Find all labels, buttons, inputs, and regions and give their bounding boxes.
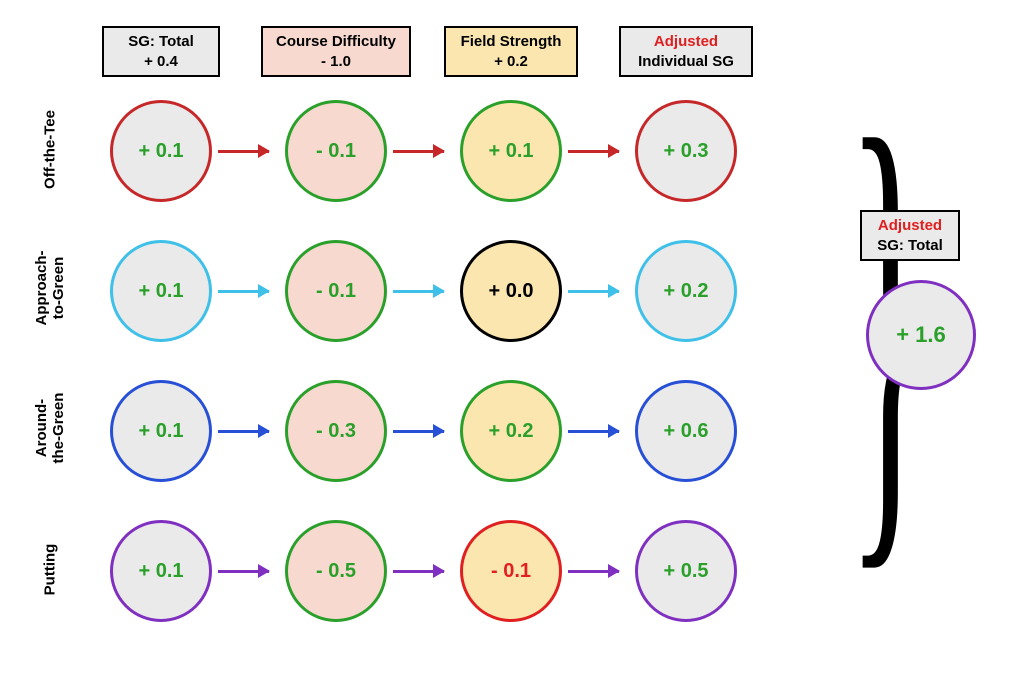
cell-value: + 0.3 [663,140,708,163]
cell-approach-adjusted: + 0.2 [635,240,737,342]
cell-off_tee-field: + 0.1 [460,100,562,202]
cell-value: - 0.1 [491,560,531,583]
cell-value: + 0.1 [488,140,533,163]
header-line2: + 0.4 [114,52,208,72]
cell-value: + 0.2 [488,420,533,443]
cell-approach-sg_total: + 0.1 [110,240,212,342]
cell-off_tee-course: - 0.1 [285,100,387,202]
arrow-putting-0 [218,570,269,573]
header-line1: Field Strength [456,32,566,52]
arrow-approach-1 [393,290,444,293]
header-line2: - 1.0 [273,52,399,72]
total-value: + 1.6 [896,322,946,348]
cell-value: + 0.2 [663,280,708,303]
total-header: AdjustedSG: Total [860,210,960,261]
cell-value: + 0.5 [663,560,708,583]
total-circle: + 1.6 [866,280,976,390]
arrow-putting-1 [393,570,444,573]
cell-value: - 0.3 [316,420,356,443]
header-line2: + 0.2 [456,52,566,72]
cell-putting-sg_total: + 0.1 [110,520,212,622]
sg-adjustment-diagram: SG: Total+ 0.4Course Difficulty- 1.0Fiel… [20,20,1004,658]
cell-value: + 0.6 [663,420,708,443]
arrow-putting-2 [568,570,619,573]
header-line2: Individual SG [631,52,741,72]
header-field: Field Strength+ 0.2 [444,26,578,77]
row-label-putting: Putting [42,520,59,620]
header-sg_total: SG: Total+ 0.4 [102,26,220,77]
cell-around-sg_total: + 0.1 [110,380,212,482]
arrow-around-1 [393,430,444,433]
cell-value: - 0.1 [316,140,356,163]
header-line1: Course Difficulty [273,32,399,52]
cell-around-field: + 0.2 [460,380,562,482]
cell-putting-adjusted: + 0.5 [635,520,737,622]
row-label-approach: Approach-to-Green [33,238,67,338]
header-line1: SG: Total [114,32,208,52]
cell-value: - 0.5 [316,560,356,583]
cell-around-adjusted: + 0.6 [635,380,737,482]
cell-value: + 0.0 [488,280,533,303]
cell-around-course: - 0.3 [285,380,387,482]
cell-off_tee-adjusted: + 0.3 [635,100,737,202]
row-label-around: Around-the-Green [33,378,67,478]
row-label-off_tee: Off-the-Tee [42,100,59,200]
arrow-around-2 [568,430,619,433]
arrow-off_tee-2 [568,150,619,153]
total-header-line2: SG: Total [872,236,948,256]
total-header-line1: Adjusted [872,216,948,236]
header-course: Course Difficulty- 1.0 [261,26,411,77]
arrow-approach-0 [218,290,269,293]
arrow-around-0 [218,430,269,433]
arrow-approach-2 [568,290,619,293]
cell-value: + 0.1 [138,420,183,443]
cell-approach-course: - 0.1 [285,240,387,342]
cell-putting-field: - 0.1 [460,520,562,622]
cell-value: + 0.1 [138,560,183,583]
arrow-off_tee-0 [218,150,269,153]
cell-approach-field: + 0.0 [460,240,562,342]
cell-putting-course: - 0.5 [285,520,387,622]
cell-value: + 0.1 [138,140,183,163]
cell-value: + 0.1 [138,280,183,303]
cell-off_tee-sg_total: + 0.1 [110,100,212,202]
arrow-off_tee-1 [393,150,444,153]
cell-value: - 0.1 [316,280,356,303]
header-adjusted: AdjustedIndividual SG [619,26,753,77]
header-line1: Adjusted [631,32,741,52]
